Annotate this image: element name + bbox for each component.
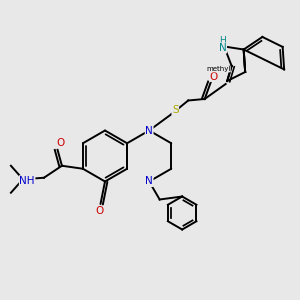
Text: H: H [219,36,226,45]
Text: NH: NH [20,176,35,186]
Text: S: S [172,105,178,116]
Text: methyl: methyl [206,66,230,72]
Text: O: O [56,138,64,148]
Text: O: O [95,206,103,217]
Text: O: O [209,71,218,82]
Text: N: N [145,125,153,136]
Text: N: N [219,43,226,53]
Text: N: N [145,176,153,187]
